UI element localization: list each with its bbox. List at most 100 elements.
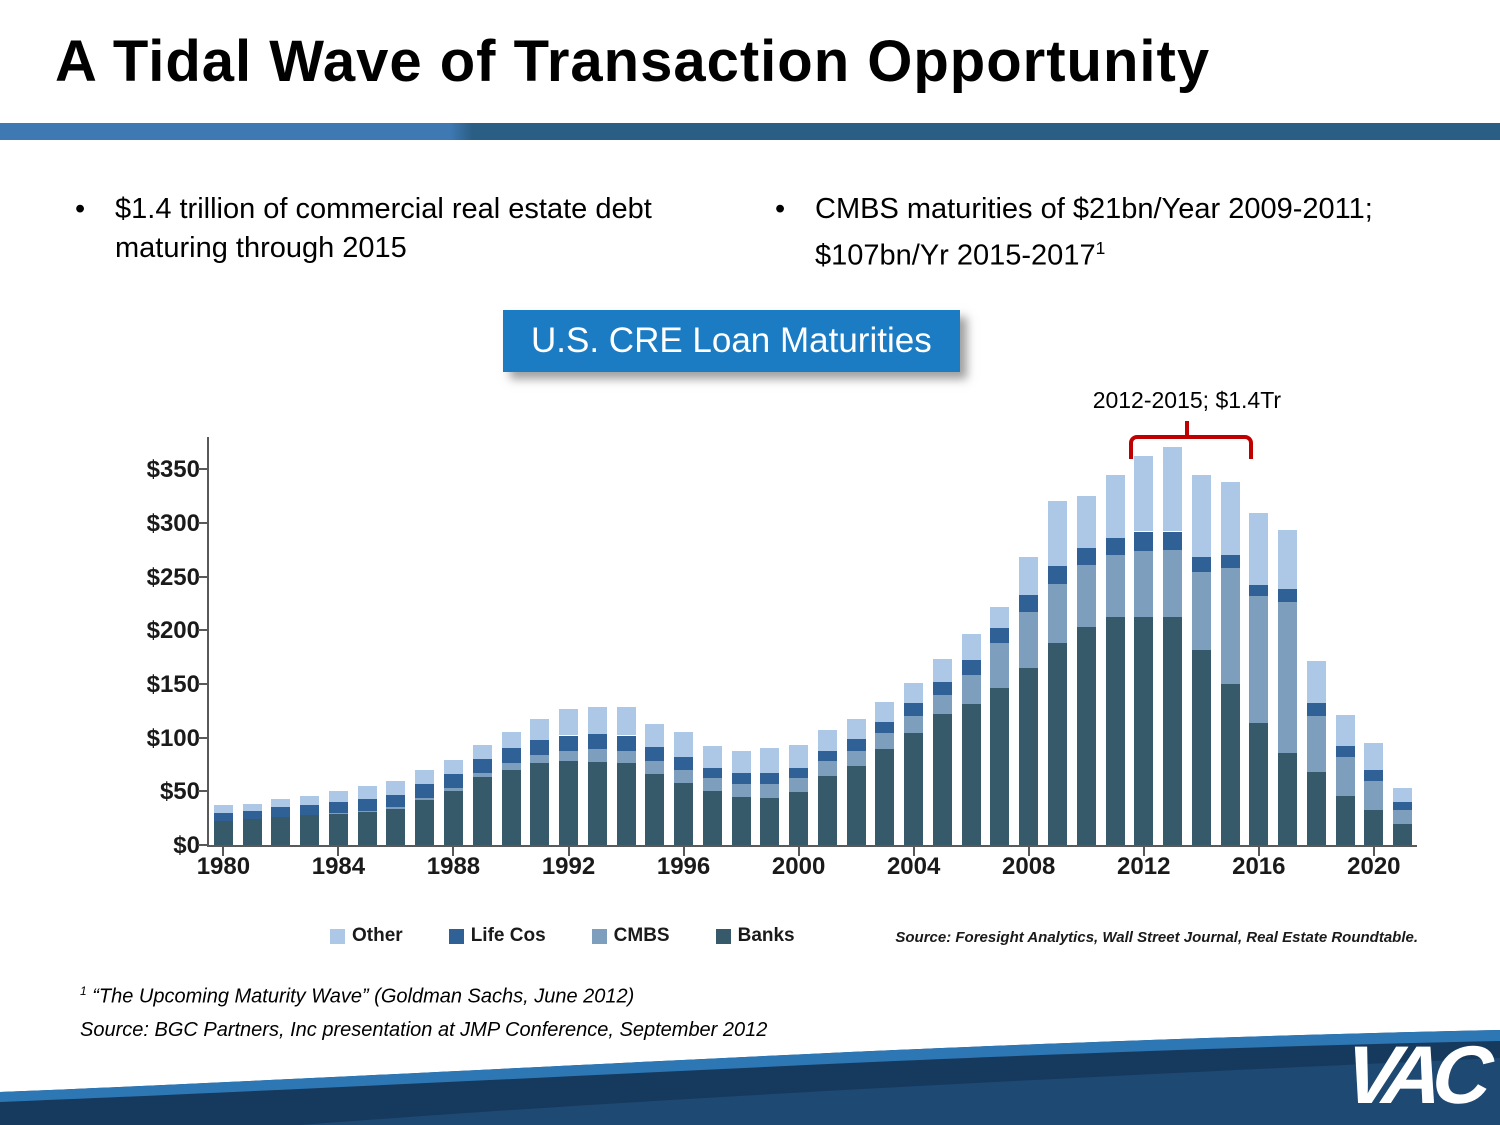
bar-segment-banks <box>1047 643 1067 845</box>
bar-segment-life-cos <box>1335 746 1355 757</box>
bar-segment-other <box>1335 715 1355 747</box>
bar-segment-banks <box>213 821 233 845</box>
legend-swatch-icon <box>715 928 731 944</box>
bar-segment-banks <box>674 782 694 845</box>
x-axis-tick <box>1257 847 1260 856</box>
bar-segment-life-cos <box>328 802 348 813</box>
bar-segment-banks <box>1393 823 1413 845</box>
footnote-1: 1 “The Upcoming Maturity Wave” (Goldman … <box>80 984 634 1009</box>
bar-segment-other <box>702 746 722 768</box>
bar-segment-banks <box>616 763 636 845</box>
bar-segment-banks <box>645 774 665 845</box>
bar-segment-cmbs <box>990 643 1010 689</box>
x-axis-label: 2012 <box>1117 853 1171 880</box>
bar-segment-other <box>587 706 607 735</box>
bar-segment-cmbs <box>328 812 348 814</box>
bar-segment-banks <box>875 749 895 845</box>
bar-segment-banks <box>1191 649 1211 845</box>
bullet-dot: • <box>775 193 786 225</box>
y-axis-label: $50 <box>159 778 200 806</box>
bullet-left-text: $1.4 trillion of commercial real estate … <box>115 193 652 264</box>
bar-segment-other <box>904 682 924 704</box>
x-axis-label: 1984 <box>311 853 366 880</box>
y-axis-tick <box>198 629 207 632</box>
bar-segment-cmbs <box>1393 809 1413 824</box>
x-axis-label: 2016 <box>1232 853 1286 880</box>
bar-segment-cmbs <box>1047 584 1067 644</box>
x-axis-tick <box>797 847 800 856</box>
bar-segment-other <box>501 732 521 749</box>
bar-segment-life-cos <box>472 759 492 774</box>
bar-segment-other <box>1047 501 1067 566</box>
bar-segment-banks <box>702 791 722 845</box>
bar-segment-banks <box>242 819 262 845</box>
bar-segment-banks <box>587 762 607 845</box>
bar-segment-life-cos <box>961 660 981 676</box>
bar-segment-life-cos <box>300 805 320 815</box>
legend-label: Banks <box>737 925 795 946</box>
bar-segment-life-cos <box>731 773 751 784</box>
bar-segment-banks <box>932 714 952 845</box>
bar-segment-cmbs <box>932 694 952 715</box>
x-axis-label: 2020 <box>1347 853 1401 880</box>
bar-segment-cmbs <box>645 761 665 775</box>
footnote-reference: 1 <box>1095 238 1106 258</box>
y-axis-tick <box>198 521 207 524</box>
bar-segment-banks <box>1220 683 1240 845</box>
annotation-label: 2012-2015; $1.4Tr <box>1092 387 1282 413</box>
bar-segment-other <box>300 795 320 806</box>
x-axis-tick <box>682 847 685 856</box>
bar-segment-banks <box>472 777 492 845</box>
bar-segment-life-cos <box>1076 547 1096 565</box>
x-axis-tick <box>1027 847 1030 856</box>
bar-segment-other <box>817 730 837 751</box>
bar-segment-life-cos <box>990 628 1010 644</box>
y-axis-tick <box>198 844 207 846</box>
bar-segment-other <box>242 804 262 811</box>
bar-segment-life-cos <box>1364 769 1384 781</box>
bar-segment-banks <box>386 808 406 845</box>
bar-segment-banks <box>846 765 866 845</box>
bar-segment-other <box>674 732 694 757</box>
bar-segment-cmbs <box>386 807 406 809</box>
chart-legend: Other Life Cos CMBS Banks <box>330 925 795 947</box>
bar-segment-banks <box>300 814 320 845</box>
legend-item-life-cos: Life Cos <box>448 925 546 947</box>
bar-segment-cmbs <box>1019 612 1039 668</box>
footnote-1-text: “The Upcoming Maturity Wave” (Goldman Sa… <box>92 985 635 1008</box>
bar-segment-banks <box>1364 809 1384 845</box>
bar-segment-cmbs <box>587 749 607 763</box>
bar-segment-cmbs <box>702 778 722 792</box>
bar-segment-other <box>213 805 233 813</box>
bar-segment-cmbs <box>875 733 895 750</box>
bar-segment-other <box>645 723 665 748</box>
x-axis-label: 1980 <box>196 853 251 880</box>
bar-segment-life-cos <box>645 747 665 762</box>
bar-segment-life-cos <box>1278 589 1298 603</box>
bar-segment-other <box>616 706 636 736</box>
y-axis-tick <box>198 575 207 578</box>
bar-segment-banks <box>328 813 348 845</box>
chart-title-box: U.S. CRE Loan Maturities <box>503 310 960 372</box>
bar-segment-life-cos <box>213 812 233 822</box>
bar-segment-cmbs <box>1278 602 1298 753</box>
bar-segment-life-cos <box>1306 703 1326 717</box>
bar-segment-life-cos <box>1249 585 1269 596</box>
y-axis-tick <box>198 790 207 793</box>
x-axis-label: 2008 <box>1002 853 1056 880</box>
bar-segment-cmbs <box>760 783 780 798</box>
footnote-source: Source: BGC Partners, Inc presentation a… <box>80 1019 768 1041</box>
y-axis-label: $150 <box>146 670 200 698</box>
bar-segment-banks <box>1335 795 1355 845</box>
bar-segment-cmbs <box>904 716 924 734</box>
x-axis-label: 1992 <box>541 853 596 880</box>
x-axis-tick <box>222 847 225 856</box>
bar-segment-banks <box>415 799 435 845</box>
bar-segment-other <box>271 798 291 808</box>
bar-segment-life-cos <box>1163 531 1183 550</box>
bar-segment-life-cos <box>357 798 377 811</box>
bar-segment-other <box>530 719 550 740</box>
bar-segment-life-cos <box>1019 594 1039 613</box>
y-axis-label: $300 <box>146 509 200 537</box>
y-axis-label: $100 <box>146 724 200 752</box>
